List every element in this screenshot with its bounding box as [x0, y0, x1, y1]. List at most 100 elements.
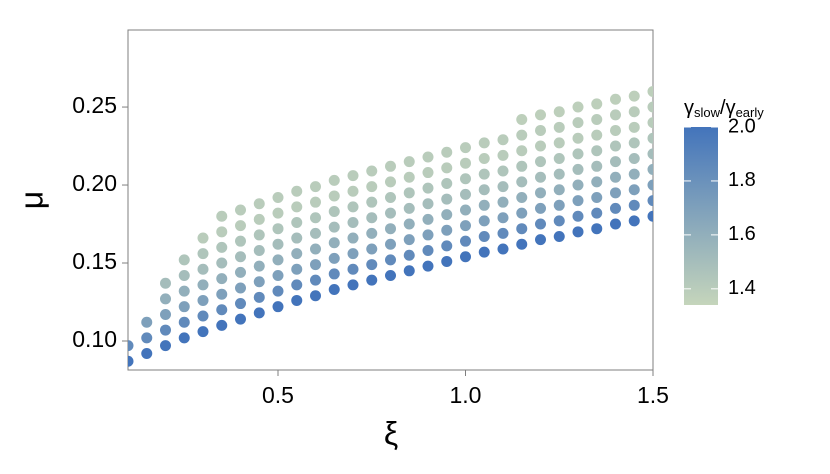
point	[422, 167, 434, 179]
point	[366, 243, 378, 255]
point	[422, 260, 434, 272]
point	[197, 279, 209, 291]
point	[572, 132, 584, 144]
point	[291, 185, 303, 197]
point	[553, 137, 565, 149]
point	[441, 255, 453, 267]
point	[235, 204, 246, 216]
point	[291, 216, 303, 228]
point	[610, 124, 621, 136]
point	[347, 232, 359, 244]
x-tick-label: 1.5	[637, 382, 669, 408]
point	[572, 101, 584, 113]
point	[610, 202, 621, 214]
point	[497, 149, 509, 161]
point	[610, 140, 621, 152]
point	[610, 93, 621, 105]
point	[216, 210, 228, 222]
point	[497, 181, 509, 193]
point	[291, 201, 303, 213]
point	[235, 298, 246, 310]
point	[366, 181, 378, 193]
point	[385, 254, 396, 266]
point	[197, 232, 209, 244]
point	[272, 301, 284, 313]
point	[272, 192, 284, 204]
point	[328, 206, 340, 218]
point	[235, 251, 246, 263]
point	[347, 248, 359, 260]
point	[366, 274, 378, 286]
point	[253, 198, 265, 210]
point	[591, 129, 603, 141]
point	[216, 304, 228, 316]
point	[347, 279, 359, 291]
point	[403, 265, 415, 277]
point	[478, 137, 490, 149]
colorbar-tick-label: 1.4	[728, 277, 756, 299]
point	[272, 238, 284, 250]
point	[328, 268, 340, 280]
point	[628, 90, 640, 102]
point	[497, 243, 509, 255]
point	[497, 165, 509, 177]
point	[516, 223, 528, 235]
point	[253, 229, 265, 241]
point	[422, 182, 434, 194]
point	[535, 109, 546, 121]
point	[253, 291, 265, 303]
point	[535, 234, 546, 246]
point	[516, 238, 528, 250]
point	[328, 174, 340, 186]
point	[235, 266, 246, 278]
point	[628, 215, 640, 227]
points	[128, 85, 653, 367]
y-tick-label: 0.20	[72, 170, 117, 196]
point	[572, 163, 584, 175]
point	[347, 263, 359, 275]
point	[328, 284, 340, 296]
point	[591, 160, 603, 172]
point	[647, 179, 653, 191]
point	[253, 260, 265, 272]
point	[328, 252, 340, 264]
point	[516, 129, 528, 141]
point	[235, 313, 246, 325]
point	[422, 245, 434, 257]
colorbar-title: γslow/γearly	[684, 97, 764, 120]
point	[553, 168, 565, 180]
point	[460, 142, 471, 154]
point	[422, 151, 434, 163]
point	[178, 254, 190, 266]
point	[591, 223, 603, 235]
point	[328, 190, 340, 202]
x-tick-label: 1.0	[450, 382, 482, 408]
point	[385, 207, 396, 219]
point	[178, 316, 190, 328]
colorbar-tick-label: 2.0	[728, 115, 756, 137]
point	[216, 319, 228, 331]
point	[310, 181, 321, 193]
point	[460, 173, 471, 185]
point	[516, 160, 528, 172]
point	[460, 235, 471, 247]
point	[628, 153, 640, 165]
point	[478, 246, 490, 258]
point	[647, 210, 653, 222]
point	[572, 148, 584, 160]
point	[610, 187, 621, 199]
point	[160, 277, 171, 289]
point	[366, 259, 378, 271]
y-tick-label: 0.15	[72, 248, 117, 274]
point	[535, 156, 546, 168]
point	[328, 221, 340, 233]
colorbar-tick-label: 1.8	[728, 169, 756, 191]
point	[422, 229, 434, 241]
point	[253, 213, 265, 225]
point	[235, 282, 246, 294]
point	[216, 226, 228, 238]
point	[253, 245, 265, 257]
point	[160, 293, 171, 305]
point	[235, 220, 246, 232]
